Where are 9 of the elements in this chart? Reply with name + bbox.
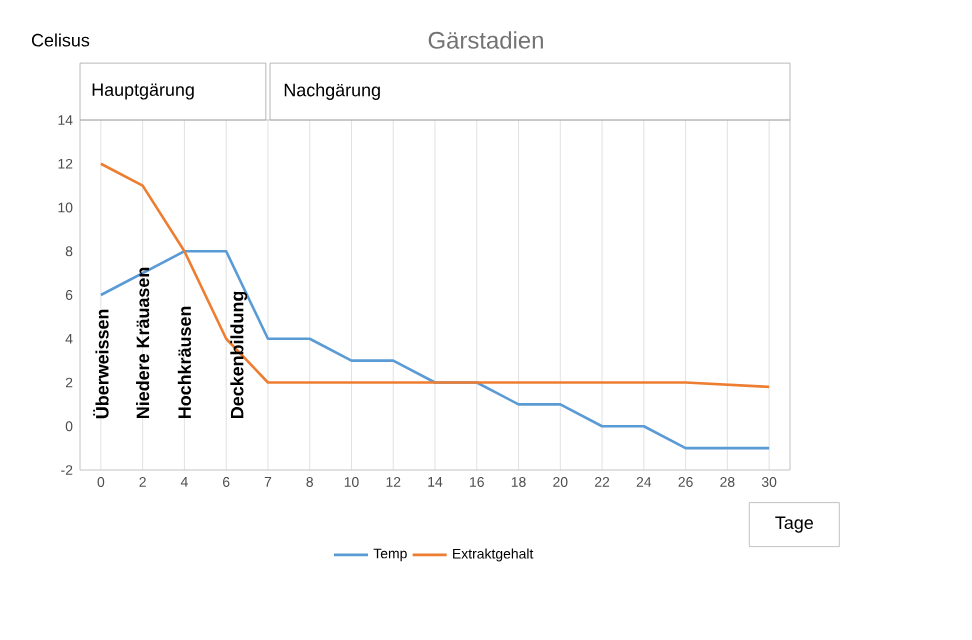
annotation: Überweissen bbox=[93, 309, 109, 419]
annotation: Deckenbildung bbox=[230, 291, 248, 419]
annotation: Niedere Kräuasen bbox=[136, 267, 150, 419]
text: Hauptgärung bbox=[92, 83, 194, 100]
text: Nachgärung bbox=[284, 83, 380, 100]
annotation: Hochkräusen bbox=[177, 306, 192, 419]
y-axis-title: Celisus bbox=[31, 33, 90, 47]
x-axis-title: Tage bbox=[775, 516, 813, 533]
chart-title: Gärstadien bbox=[428, 31, 543, 49]
